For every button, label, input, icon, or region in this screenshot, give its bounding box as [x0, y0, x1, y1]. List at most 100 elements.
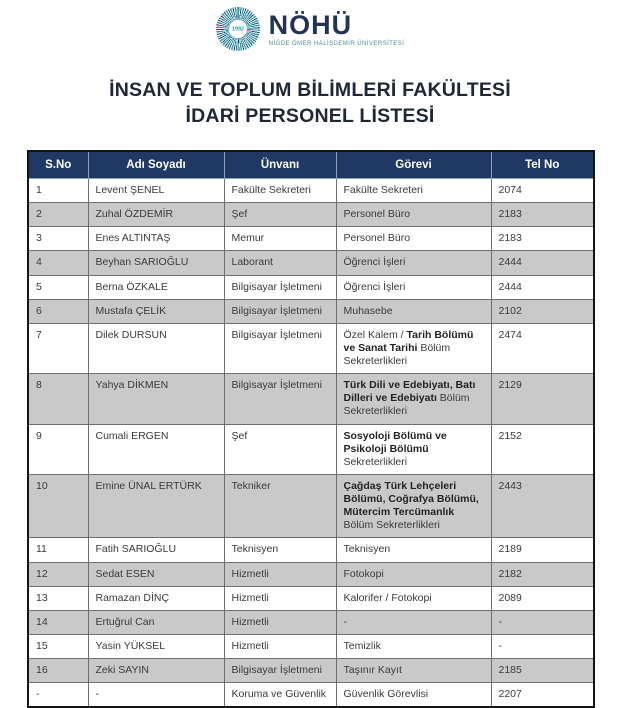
cell-name: Enes ALTINTAŞ	[87, 226, 225, 252]
cell-title: Bilgisayar İşletmeni	[223, 373, 337, 425]
cell-name: Dilek DURSUN	[87, 322, 225, 375]
cell-duty: Sosyoloji Bölümü ve Psikoloji Bölümü Sek…	[335, 423, 492, 475]
cell-sno: 15	[27, 633, 89, 660]
cell-tel: 2152	[490, 423, 595, 475]
cell-sno: 13	[27, 585, 89, 611]
cell-tel: 2444	[490, 274, 595, 300]
table-body: 1 Levent ŞENEL Fakülte Sekreteri Fakülte Se…	[27, 177, 595, 708]
cell-tel: -	[490, 609, 595, 635]
cell-duty: Temizlik	[335, 633, 492, 660]
table-row: 4 Beyhan SARIOĞLU Laborant Öğrenci İşleri 24…	[27, 250, 595, 276]
header-duty: Görevi	[335, 150, 492, 179]
cell-title: Hizmetli	[223, 609, 337, 635]
cell-title: Bilgisayar İşletmeni	[223, 322, 337, 375]
cell-duty: Kalorifer / Fotokopi	[335, 585, 492, 611]
cell-duty: Türk Dili ve Edebiyatı, Batı Dilleri ve …	[335, 373, 492, 425]
table-row: 1 Levent ŞENEL Fakülte Sekreteri Fakülte Se…	[27, 177, 595, 204]
header-tel: Tel No	[490, 150, 595, 179]
cell-sno: 11	[27, 537, 89, 563]
cell-duty: -	[335, 609, 492, 635]
cell-sno: 4	[27, 250, 89, 276]
cell-sno: 10	[27, 473, 89, 539]
table-row: - - Koruma ve Güvenlik Güvenlik Görevlisi 22…	[27, 682, 595, 708]
table-row: 10 Emine ÜNAL ERTÜRK Tekniker Çağdaş Türk L…	[27, 473, 595, 539]
cell-duty: Teknisyen	[335, 537, 492, 563]
cell-title: Koruma ve Güvenlik	[223, 682, 337, 708]
table-row: 9 Cumali ERGEN Şef Sosyoloji Bölümü ve Psik…	[27, 423, 595, 475]
cell-sno: 5	[27, 274, 89, 300]
cell-title: Bilgisayar İşletmeni	[223, 274, 337, 300]
table-row: 6 Mustafa ÇELİK Bilgisayar İşletmeni Muhase…	[27, 298, 595, 324]
cell-duty: Öğrenci İşleri	[335, 274, 492, 300]
cell-duty: Personel Büro	[335, 202, 492, 228]
cell-duty: Özel Kalem / Tarih Bölümü ve Sanat Tarih…	[335, 322, 492, 375]
table-header: S.No Adı Soyadı Ünvanı Görevi Tel No	[27, 150, 595, 179]
table-row: 5 Berna ÖZKALE Bilgisayar İşletmeni Öğrenci…	[27, 274, 595, 300]
cell-duty: Taşınır Kayıt	[335, 657, 492, 684]
cell-title: Bilgisayar İşletmeni	[223, 657, 337, 684]
cell-title: Şef	[223, 202, 337, 228]
cell-name: Emine ÜNAL ERTÜRK	[87, 473, 225, 539]
cell-name: Fatih SARIOĞLU	[87, 537, 225, 563]
cell-duty: Öğrenci İşleri	[335, 250, 492, 276]
logo-sunburst-icon: 1992	[215, 7, 260, 51]
cell-sno: 16	[27, 657, 89, 684]
cell-duty: Fakülte Sekreteri	[335, 177, 492, 204]
cell-title: Şef	[223, 423, 337, 475]
cell-duty: Güvenlik Görevlisi	[335, 682, 492, 708]
page-title: İNSAN VE TOPLUM BİLİMLERİ FAKÜLTESİ İDAR…	[0, 78, 620, 129]
cell-title: Bilgisayar İşletmeni	[223, 298, 337, 324]
table-row: 15 Yasin YÜKSEL Hizmetli Temizlik -	[27, 633, 595, 660]
cell-tel: 2129	[490, 373, 595, 425]
university-logo: 1992 NÖHÜ NİĞDE ÖMER HALİSDEMİR ÜNİVERSİ…	[0, 0, 620, 51]
table-row: 16 Zeki SAYIN Bilgisayar İşletmeni Taşınır …	[27, 657, 595, 684]
cell-duty: Personel Büro	[335, 226, 492, 252]
cell-duty: Fotokopi	[335, 561, 492, 587]
cell-sno: 14	[27, 609, 89, 635]
cell-tel: 2182	[490, 561, 595, 587]
cell-name: Ramazan DİNÇ	[87, 585, 225, 611]
table-row: 8 Yahya DİKMEN Bilgisayar İşletmeni Türk Di…	[27, 373, 595, 425]
logo-text: NÖHÜ NİĞDE ÖMER HALİSDEMİR ÜNİVERSİTESİ	[268, 11, 405, 47]
cell-sno: 8	[27, 373, 89, 425]
cell-tel: 2444	[490, 250, 595, 276]
table-row: 11 Fatih SARIOĞLU Teknisyen Teknisyen 2189	[27, 537, 595, 563]
cell-tel: -	[490, 633, 595, 660]
cell-title: Tekniker	[223, 473, 337, 539]
cell-sno: 2	[27, 202, 89, 228]
cell-name: Yasin YÜKSEL	[87, 633, 225, 660]
page-title-line1: İNSAN VE TOPLUM BİLİMLERİ FAKÜLTESİ	[109, 79, 511, 101]
cell-tel: 2189	[490, 537, 595, 563]
logo-year: 1992	[231, 26, 244, 32]
personnel-table: S.No Adı Soyadı Ünvanı Görevi Tel No 1 Le…	[27, 150, 595, 708]
cell-sno: 7	[27, 322, 89, 375]
cell-title: Teknisyen	[223, 537, 337, 563]
cell-sno: 12	[27, 561, 89, 587]
cell-name: Berna ÖZKALE	[87, 274, 225, 300]
cell-name: Zeki SAYIN	[87, 657, 225, 684]
cell-tel: 2183	[490, 202, 595, 228]
cell-tel: 2074	[490, 177, 595, 204]
cell-name: -	[87, 682, 225, 708]
logo-subtitle: NİĞDE ÖMER HALİSDEMİR ÜNİVERSİTESİ	[268, 40, 405, 47]
cell-title: Hizmetli	[223, 561, 337, 587]
header-sno: S.No	[27, 150, 89, 179]
cell-name: Mustafa ÇELİK	[87, 298, 225, 324]
cell-sno: 6	[27, 298, 89, 324]
table-row: 14 Ertuğrul Can Hizmetli - -	[27, 609, 595, 635]
cell-tel: 2474	[490, 322, 595, 375]
cell-title: Laborant	[223, 250, 337, 276]
cell-tel: 2102	[490, 298, 595, 324]
cell-name: Yahya DİKMEN	[87, 373, 225, 425]
cell-name: Levent ŞENEL	[87, 177, 225, 204]
table-row: 3 Enes ALTINTAŞ Memur Personel Büro 2183	[27, 226, 595, 252]
table-row: 7 Dilek DURSUN Bilgisayar İşletmeni Özel Ka…	[27, 322, 595, 375]
table-row: 13 Ramazan DİNÇ Hizmetli Kalorifer / Fotoko…	[27, 585, 595, 611]
cell-name: Zuhal ÖZDEMİR	[87, 202, 225, 228]
header-name: Adı Soyadı	[87, 150, 225, 179]
cell-tel: 2185	[490, 657, 595, 684]
table-row: 2 Zuhal ÖZDEMİR Şef Personel Büro 2183	[27, 202, 595, 228]
cell-sno: 9	[27, 423, 89, 475]
cell-name: Ertuğrul Can	[87, 609, 225, 635]
